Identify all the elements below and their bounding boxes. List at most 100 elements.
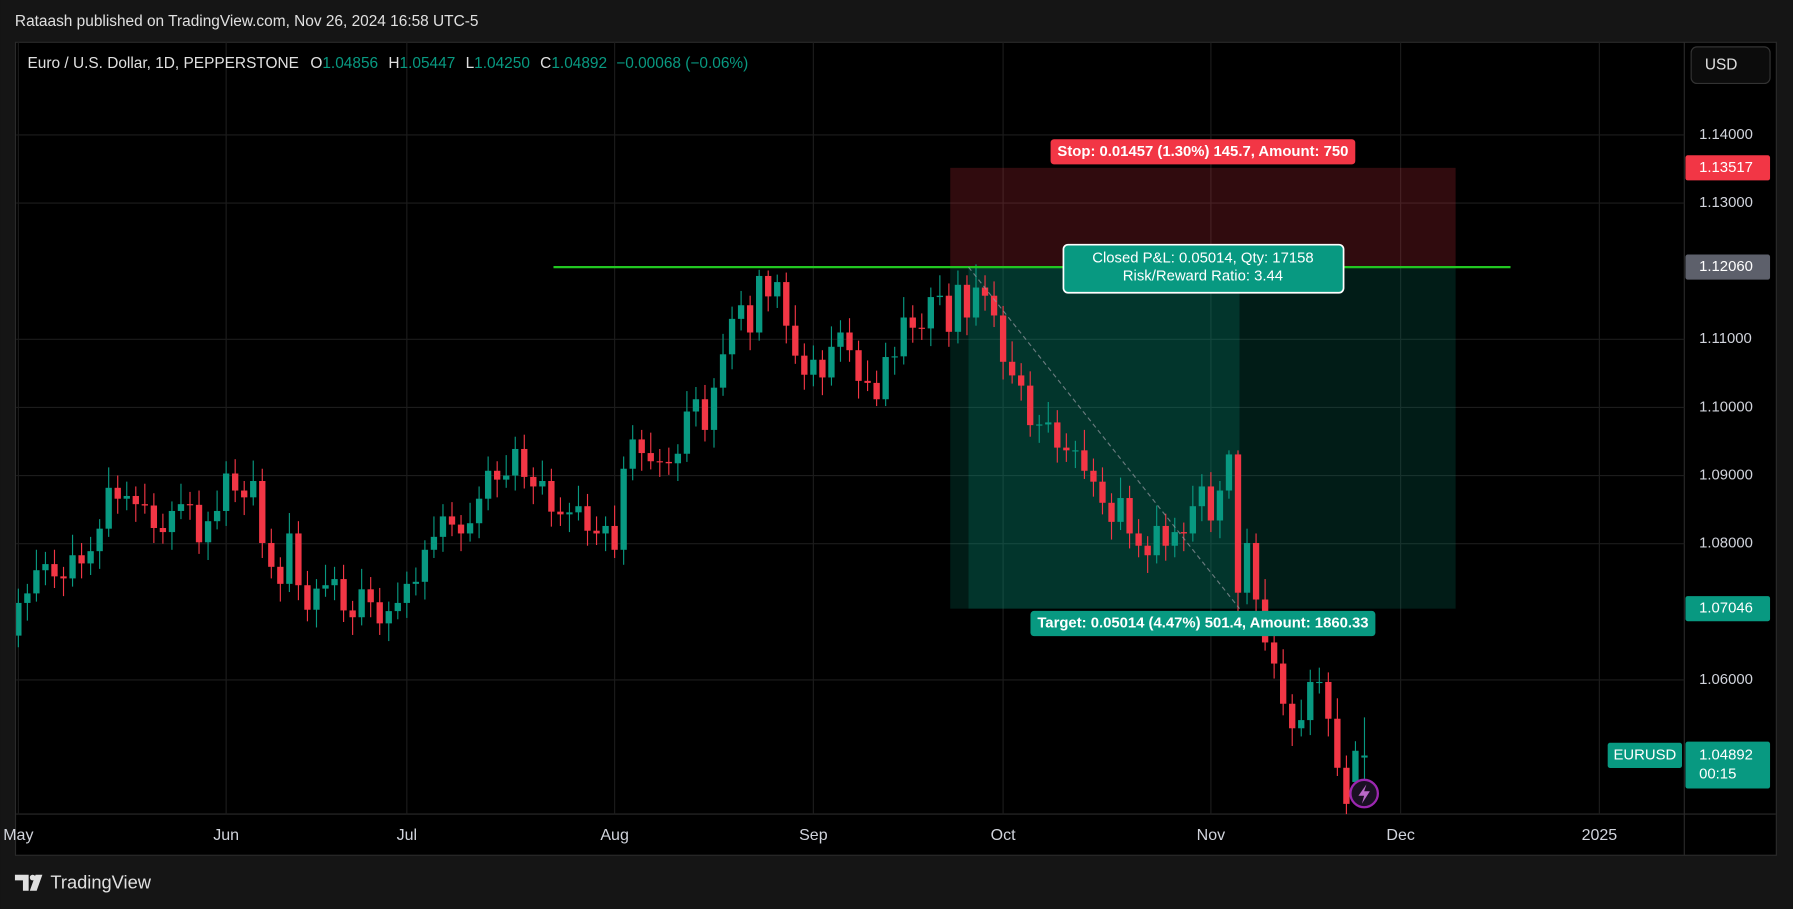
- legend-change: −0.00068 (−0.06%): [616, 55, 748, 72]
- currency-label[interactable]: USD: [1705, 56, 1738, 73]
- ohlc-value: 1.04892: [551, 55, 607, 72]
- y-tick-label: 1.14000: [1699, 127, 1753, 143]
- stop-price-tag: 1.13517: [1699, 160, 1753, 176]
- candle-body: [1153, 525, 1160, 556]
- candle-body: [1008, 361, 1016, 376]
- footer-brand: TradingView: [50, 872, 151, 893]
- currency-button[interactable]: USD: [1690, 46, 1771, 85]
- candle-body: [1270, 642, 1278, 664]
- candle-body: [466, 523, 474, 534]
- candle-body: [69, 555, 76, 579]
- x-tick-label: Sep: [799, 827, 828, 844]
- ohlc-value: 1.04856: [322, 55, 378, 72]
- x-tick-label: Dec: [1386, 827, 1414, 844]
- candle-body: [846, 332, 853, 351]
- candle-body: [819, 359, 826, 378]
- y-tick-label: 1.06000: [1699, 672, 1753, 688]
- candle-body: [1352, 750, 1359, 783]
- candle-body: [1234, 454, 1242, 593]
- ohlc-key: L: [466, 55, 475, 72]
- y-tick-label: 1.11000: [1699, 331, 1752, 347]
- candle-body: [873, 382, 880, 400]
- candle-body: [1072, 450, 1079, 452]
- candle-body: [530, 476, 537, 487]
- alert-icon[interactable]: [1349, 778, 1380, 809]
- candle-body: [521, 448, 528, 477]
- candle-body: [295, 533, 302, 586]
- candle-body: [629, 439, 636, 469]
- candle-body: [1198, 486, 1206, 507]
- candle-body: [33, 570, 40, 594]
- candle-body: [159, 527, 167, 533]
- candle-body: [1126, 498, 1133, 534]
- candle-body: [16, 602, 22, 636]
- alert-bolt: [1358, 784, 1370, 804]
- candle-body: [837, 332, 844, 347]
- candle-body: [1162, 525, 1169, 546]
- last-price-label: 1.04892: [1699, 747, 1753, 763]
- candle-body: [132, 495, 139, 505]
- candle-body: [593, 530, 600, 534]
- pnl-label: Closed P&L: 0.05014, Qty: 17158: [1092, 250, 1313, 266]
- candle-body: [430, 536, 438, 550]
- trade-path: [968, 266, 1240, 610]
- ohlc-key: H: [388, 55, 399, 72]
- candle-body: [1289, 703, 1296, 729]
- stop-price-tag-box: [1685, 155, 1771, 181]
- target-price-tag: 1.07046: [1699, 601, 1753, 617]
- candle-body: [322, 585, 329, 589]
- candle-body: [232, 473, 239, 491]
- candle-body: [1135, 533, 1142, 546]
- candle-body: [1081, 450, 1088, 471]
- candle-body: [1189, 506, 1196, 534]
- x-tick-label: May: [3, 827, 33, 844]
- candle-body: [186, 504, 194, 506]
- publisher: Rataash published on TradingView.com, No…: [15, 13, 479, 30]
- candle-body: [756, 275, 763, 333]
- plot-area: [16, 264, 1368, 815]
- candle-body: [1045, 422, 1052, 425]
- candle-body: [620, 468, 627, 550]
- stop-label: Stop: 0.01457 (1.30%) 145.7, Amount: 750: [1057, 144, 1348, 160]
- logo-dot: [29, 874, 36, 881]
- candle-body: [268, 542, 275, 567]
- candle-body: [105, 487, 112, 529]
- y-tick-label: 1.09000: [1699, 467, 1753, 483]
- chart-frame: [14, 41, 1777, 856]
- candle-body: [376, 602, 383, 624]
- candle-body: [457, 524, 465, 534]
- candle-body: [503, 475, 510, 480]
- currency-button-box[interactable]: [1690, 46, 1771, 85]
- candle-body: [394, 602, 401, 612]
- candle-body: [900, 317, 907, 357]
- candle-body: [123, 495, 130, 499]
- candle-body: [638, 439, 645, 454]
- candle-body: [250, 480, 257, 498]
- x-tick-label: Oct: [991, 827, 1016, 844]
- candle-body: [213, 510, 221, 522]
- candle-body: [222, 473, 230, 511]
- candle-body: [259, 480, 266, 543]
- x-tick-label: 2025: [1582, 827, 1618, 844]
- candle-body: [783, 282, 790, 326]
- candle-body: [448, 516, 456, 525]
- candle-body: [331, 579, 338, 586]
- candle-body: [891, 356, 898, 358]
- entry-price-tag-box: [1685, 254, 1771, 280]
- candle-body: [1343, 767, 1350, 804]
- ohlc-key: C: [540, 55, 551, 72]
- candle-body: [611, 525, 618, 550]
- candle-body: [1171, 532, 1178, 546]
- candle-body: [1225, 454, 1233, 491]
- candle-body: [42, 564, 49, 571]
- position-zones: [950, 167, 1456, 609]
- y-tick-label: 1.10000: [1699, 399, 1753, 415]
- ohlc-value: 1.04250: [474, 55, 530, 72]
- candle-body: [1117, 498, 1124, 522]
- footer-logo: TradingView: [14, 872, 152, 893]
- last-price-box: [1685, 741, 1771, 789]
- candle-body: [150, 505, 158, 528]
- candle-body: [584, 506, 591, 531]
- candle-body: [774, 282, 781, 297]
